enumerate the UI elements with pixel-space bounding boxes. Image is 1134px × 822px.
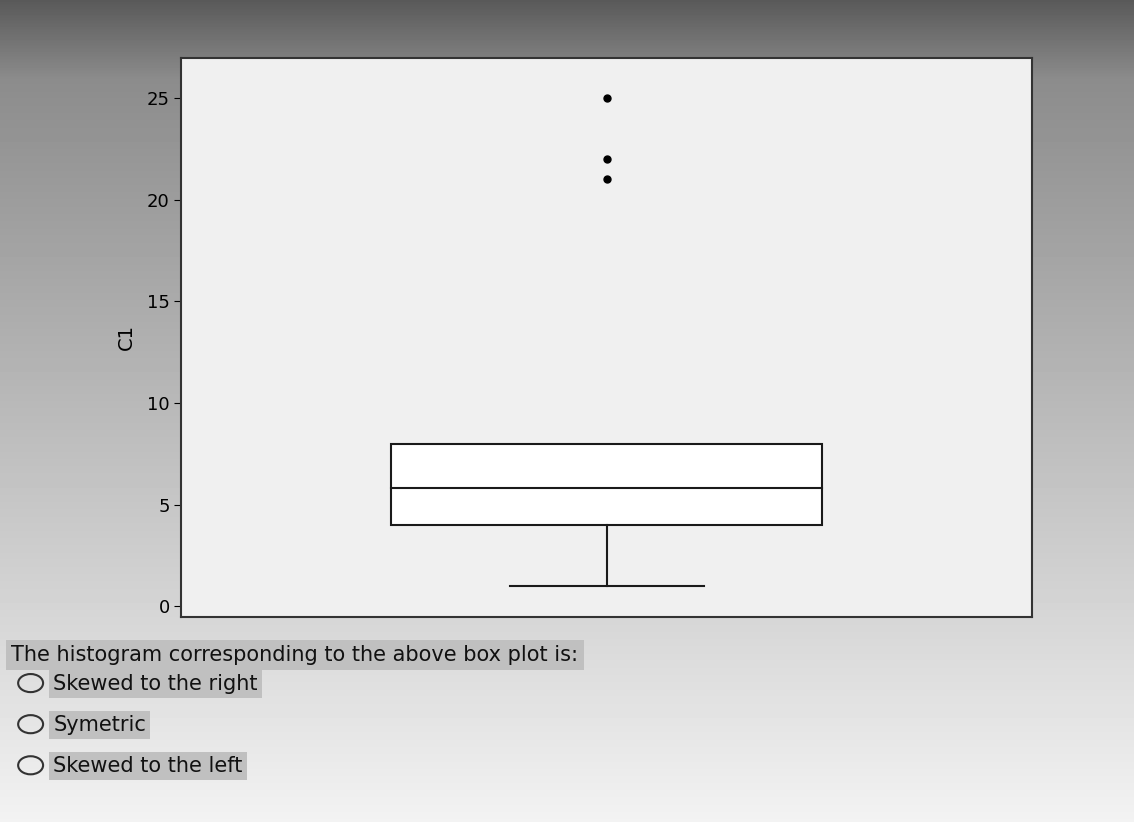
- Bar: [391, 444, 822, 525]
- Text: Skewed to the right: Skewed to the right: [53, 674, 257, 694]
- Y-axis label: C1: C1: [117, 324, 136, 350]
- Text: Symetric: Symetric: [53, 715, 146, 735]
- Text: The histogram corresponding to the above box plot is:: The histogram corresponding to the above…: [11, 645, 578, 665]
- Text: Skewed to the left: Skewed to the left: [53, 756, 243, 776]
